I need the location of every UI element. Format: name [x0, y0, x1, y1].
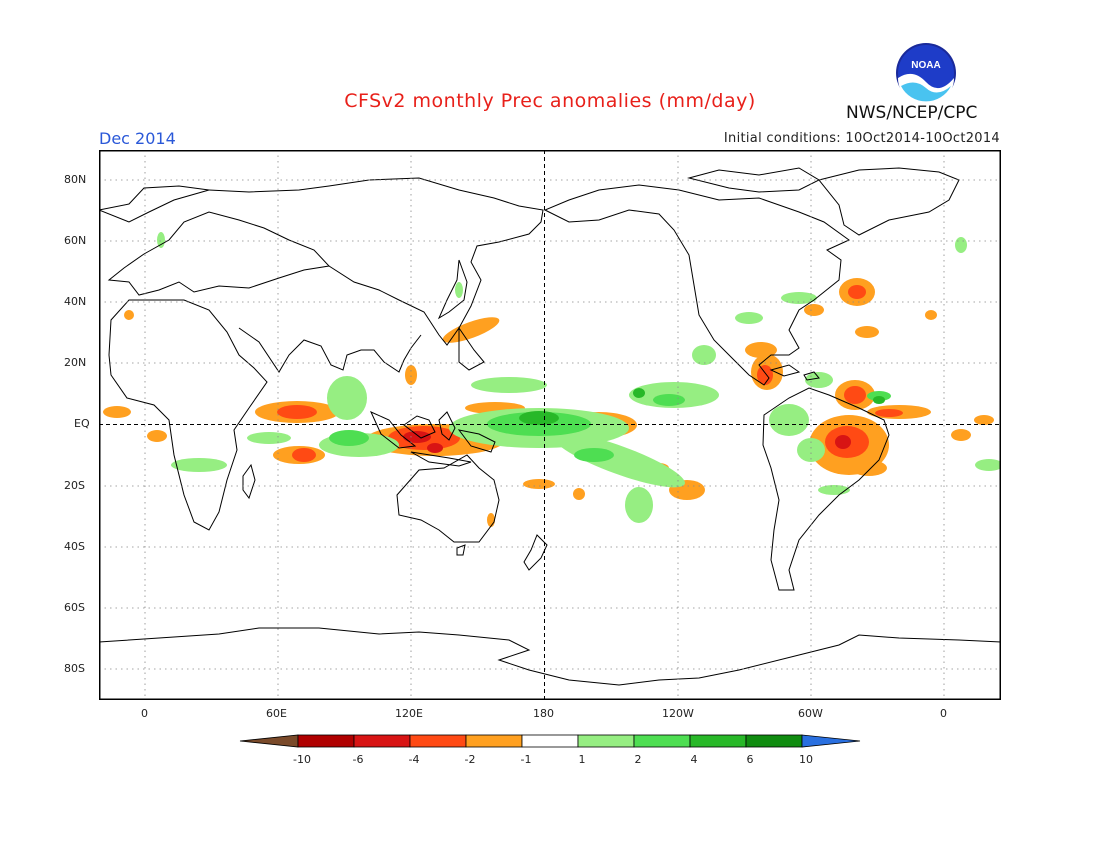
colorbar-tick-label: -2 [465, 753, 476, 766]
lat-label: 60N [64, 234, 87, 247]
coastlines [99, 167, 1001, 686]
colorbar-cell [633, 734, 691, 748]
logo-text: NOAA [911, 60, 940, 71]
colorbar-end-arrow [239, 734, 299, 748]
lat-label: 60S [64, 601, 85, 614]
lon-label: 120E [395, 707, 423, 720]
colorbar-tick-label: 1 [579, 753, 586, 766]
colorbar-cell [521, 734, 579, 748]
noaa-logo-icon: NOAA [896, 43, 956, 104]
colorbar-tick-label: -1 [521, 753, 532, 766]
lon-label: 180 [533, 707, 554, 720]
colorbar-cell [689, 734, 747, 748]
lon-label: 0 [141, 707, 148, 720]
lon-label: 0 [940, 707, 947, 720]
precip-anomaly-map [99, 150, 1001, 700]
colorbar-end-arrow [801, 734, 861, 748]
lon-label: 120W [662, 707, 694, 720]
lat-label: 80N [64, 173, 87, 186]
colorbar-tick-label: -6 [353, 753, 364, 766]
lon-label: 60W [798, 707, 823, 720]
lat-label: 40S [64, 540, 85, 553]
colorbar-cell [353, 734, 411, 748]
lat-label: 80S [64, 662, 85, 675]
initial-conditions: Initial conditions: 10Oct2014-10Oct2014 [723, 131, 1000, 146]
colorbar: -10 -6 -4 -2 -1 1 2 4 6 10 [239, 734, 861, 766]
chart-title: CFSv2 monthly Prec anomalies (mm/day) [344, 90, 756, 112]
colorbar-cell [297, 734, 355, 748]
dry-strong-patches [403, 431, 851, 453]
colorbar-tick-label: -10 [293, 753, 311, 766]
forecast-month: Dec 2014 [99, 129, 176, 148]
colorbar-tick-label: 4 [691, 753, 698, 766]
colorbar-tick-label: 6 [747, 753, 754, 766]
colorbar-tick-label: 2 [635, 753, 642, 766]
colorbar-tick-label: -4 [409, 753, 420, 766]
agency-label: NWS/NCEP/CPC [846, 103, 978, 123]
lon-label: 60E [266, 707, 287, 720]
map-frame [99, 150, 1001, 700]
lat-label: EQ [74, 417, 90, 430]
colorbar-cell [577, 734, 635, 748]
colorbar-tick-label: 10 [799, 753, 813, 766]
colorbar-cell [465, 734, 523, 748]
lat-label: 20S [64, 479, 85, 492]
wet-strong-patches [519, 388, 885, 425]
colorbar-cell [409, 734, 467, 748]
lat-label: 40N [64, 295, 87, 308]
colorbar-cell [745, 734, 803, 748]
lat-label: 20N [64, 356, 87, 369]
